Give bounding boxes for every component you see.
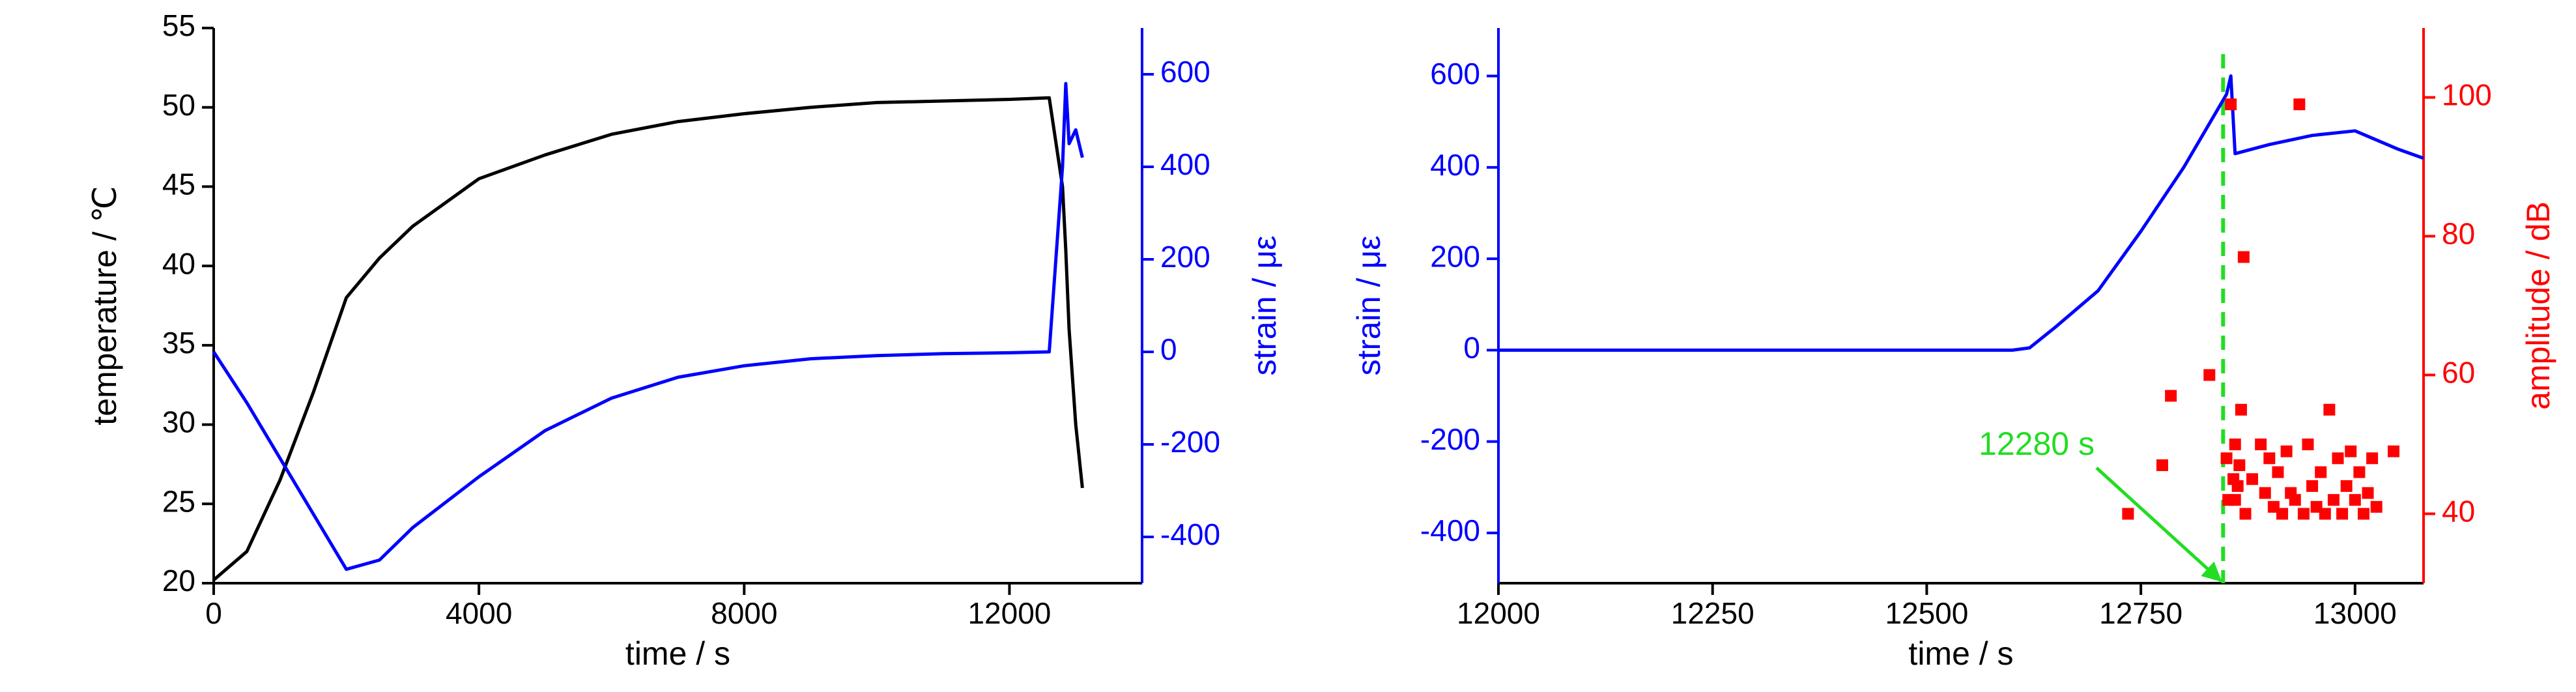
scatter-point: [2239, 508, 2252, 520]
scatter-point: [2332, 452, 2344, 465]
y-tick-label: 30: [162, 405, 195, 439]
scatter-point: [2289, 494, 2301, 506]
annotation: 12280 s: [1979, 425, 2095, 462]
x-axis-label: time / s: [625, 635, 730, 672]
y-axis-label: strain / με: [1351, 235, 1387, 375]
scatter-point: [2280, 445, 2293, 457]
y-tick-label: 25: [162, 484, 195, 518]
scatter-point: [2276, 508, 2289, 520]
y2-tick-label: -400: [1160, 517, 1220, 551]
scatter-point: [2259, 487, 2271, 499]
y-axis-label: temperature / ℃: [87, 186, 123, 425]
y-tick-label: 0: [1463, 331, 1480, 365]
y2-tick-label: 600: [1160, 55, 1210, 89]
scatter-point: [2370, 500, 2383, 513]
x-tick-label: 8000: [711, 596, 777, 630]
scatter-point: [2227, 473, 2240, 485]
series-line: [212, 96, 1084, 581]
scatter-point: [2263, 452, 2276, 465]
y2-axis-label: amplitude / dB: [2520, 201, 2556, 410]
y-tick-label: 50: [162, 88, 195, 122]
scatter-point: [2255, 439, 2267, 450]
scatter-point: [2349, 494, 2361, 506]
scatter-point: [2246, 473, 2259, 485]
x-tick-label: 12000: [967, 596, 1051, 630]
scatter-point: [2225, 98, 2237, 111]
scatter-point: [2336, 508, 2349, 520]
scatter-point: [2203, 369, 2216, 381]
scatter-point: [2237, 251, 2250, 263]
y2-tick-label: 80: [2442, 217, 2475, 251]
scatter-point: [2345, 445, 2357, 457]
scatter-point: [2306, 480, 2319, 492]
y-tick-label: 40: [162, 246, 195, 280]
scatter-point: [2293, 98, 2306, 111]
y2-tick-label: 40: [2442, 495, 2475, 528]
scatter-point: [2387, 445, 2399, 457]
x-tick-label: 12000: [1457, 596, 1540, 630]
y2-tick-label: 60: [2442, 356, 2475, 390]
y2-tick-label: 0: [1160, 332, 1177, 366]
scatter-point: [2220, 452, 2233, 465]
y-tick-label: -200: [1420, 422, 1480, 456]
y-tick-label: 45: [162, 167, 195, 201]
y2-tick-label: 100: [2442, 78, 2492, 112]
y-tick-label: 35: [162, 326, 195, 360]
y-tick-label: 55: [162, 8, 195, 42]
scatter-point: [2366, 452, 2379, 465]
scatter-point: [2362, 487, 2374, 499]
y-tick-label: 20: [162, 564, 195, 598]
scatter-point: [2302, 439, 2314, 450]
scatter-point: [2235, 403, 2247, 416]
x-tick-label: 13000: [2313, 596, 2397, 630]
annotation-arrow: [2095, 467, 2222, 583]
y2-tick-label: 400: [1160, 147, 1210, 181]
scatter-point: [2233, 459, 2246, 471]
y-tick-label: 200: [1430, 239, 1480, 273]
scatter-point: [2315, 466, 2327, 478]
scatter-point: [2272, 466, 2284, 478]
y2-tick-label: 200: [1160, 240, 1210, 274]
scatter-point: [2122, 508, 2134, 520]
x-tick-label: 12500: [1885, 596, 1968, 630]
scatter-point: [2297, 508, 2310, 520]
y2-axis-label: strain / με: [1246, 235, 1283, 375]
y2-tick-label: -200: [1160, 425, 1220, 459]
scatter-point: [2165, 390, 2177, 402]
y-tick-label: 600: [1430, 57, 1480, 91]
scatter-point: [2357, 508, 2369, 520]
x-tick-label: 0: [205, 596, 222, 630]
scatter-point: [2319, 508, 2331, 520]
scatter-point: [2353, 466, 2366, 478]
x-tick-label: 12250: [1671, 596, 1754, 630]
scatter-point: [2222, 494, 2235, 506]
scatter-point: [2327, 494, 2340, 506]
scatter-point: [2156, 459, 2168, 471]
x-tick-label: 12750: [2099, 596, 2182, 630]
scatter-point: [2229, 439, 2241, 450]
series-line: [1498, 74, 2424, 352]
scatter-point: [2340, 480, 2353, 492]
x-axis-label: time / s: [1908, 635, 2013, 672]
scatter-point: [2323, 403, 2336, 416]
y-tick-label: -400: [1420, 513, 1480, 547]
y-tick-label: 400: [1430, 148, 1480, 182]
x-tick-label: 4000: [446, 596, 512, 630]
series-line: [212, 81, 1084, 571]
